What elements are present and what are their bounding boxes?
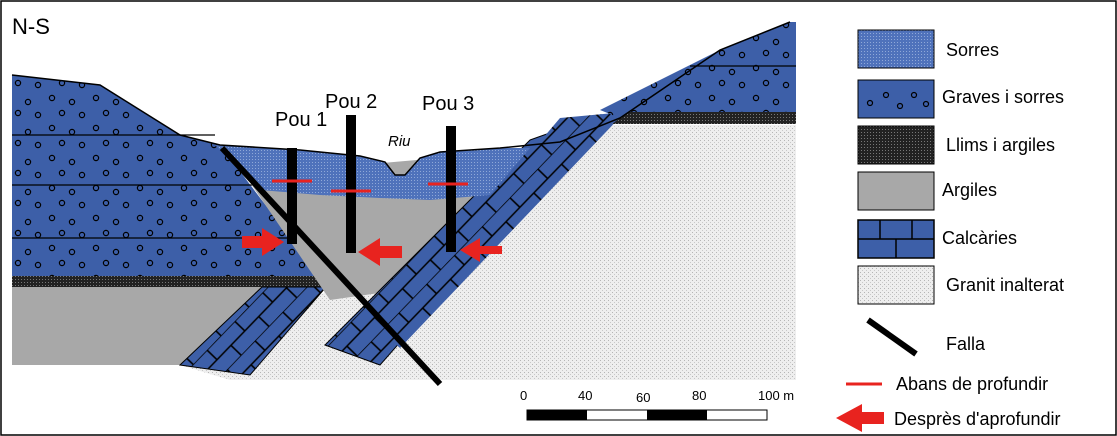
legend-swatch-granit bbox=[857, 265, 935, 305]
river-label: Riu bbox=[388, 133, 411, 150]
legend-label-graves: Graves i sorres bbox=[942, 87, 1064, 107]
after-arrow-well-1 bbox=[242, 228, 284, 256]
legend-label-granit: Granit inalterat bbox=[946, 275, 1064, 295]
after-arrow-well-2 bbox=[358, 238, 402, 266]
scale-tick-label: 0 bbox=[520, 388, 527, 403]
legend-swatch-llims bbox=[857, 125, 935, 165]
legend-fault-icon bbox=[866, 317, 918, 357]
well-1-label: Pou 1 bbox=[275, 109, 327, 131]
after-arrow-well-3 bbox=[460, 238, 502, 262]
scale-segment bbox=[647, 410, 707, 420]
legend-swatch-calcaries bbox=[857, 219, 935, 259]
legend-label-despres: Desprès d'aprofundir bbox=[894, 409, 1061, 429]
north-silt-band bbox=[12, 276, 326, 287]
legend-swatch-sorres bbox=[857, 29, 935, 69]
south-limestone-upper bbox=[380, 112, 625, 348]
well-1-casing bbox=[287, 148, 297, 244]
well-2-casing bbox=[346, 115, 356, 253]
north-clay bbox=[12, 287, 326, 365]
ground-surface bbox=[11, 21, 791, 176]
well-2-label: Pou 2 bbox=[325, 91, 377, 113]
legend-label-falla: Falla bbox=[946, 334, 986, 354]
legend-label-calcaries: Calcàries bbox=[942, 228, 1017, 248]
scale-tick-label: 60 bbox=[636, 390, 650, 405]
scale-bar: 0 40 60 80 100 m bbox=[520, 388, 794, 421]
well-3-label: Pou 3 bbox=[422, 93, 474, 115]
scale-tick-label: 80 bbox=[692, 388, 706, 403]
scale-tick-label: 40 bbox=[578, 388, 592, 403]
well-3-casing bbox=[446, 126, 456, 252]
legend-label-abans: Abans de profundir bbox=[896, 374, 1048, 394]
legend-swatch-graves bbox=[857, 79, 935, 119]
section-label: N-S bbox=[12, 14, 50, 39]
south-gravel-hill bbox=[600, 22, 796, 118]
south-silt-band bbox=[612, 112, 796, 124]
scale-segment bbox=[527, 410, 587, 420]
fault-line bbox=[219, 145, 443, 387]
cross-section: Pou 1 Pou 2 Pou 3 Riu bbox=[11, 21, 796, 387]
legend-swatch-argiles bbox=[857, 171, 935, 211]
legend-label-llims: Llims i argiles bbox=[946, 135, 1055, 155]
scale-tick-label: 100 m bbox=[758, 388, 794, 403]
legend-red-arrow-icon bbox=[836, 404, 884, 432]
legend: Sorres Graves i sorres Llims i argiles A… bbox=[836, 29, 1064, 432]
legend-label-sorres: Sorres bbox=[946, 40, 999, 60]
legend-label-argiles: Argiles bbox=[942, 180, 997, 200]
